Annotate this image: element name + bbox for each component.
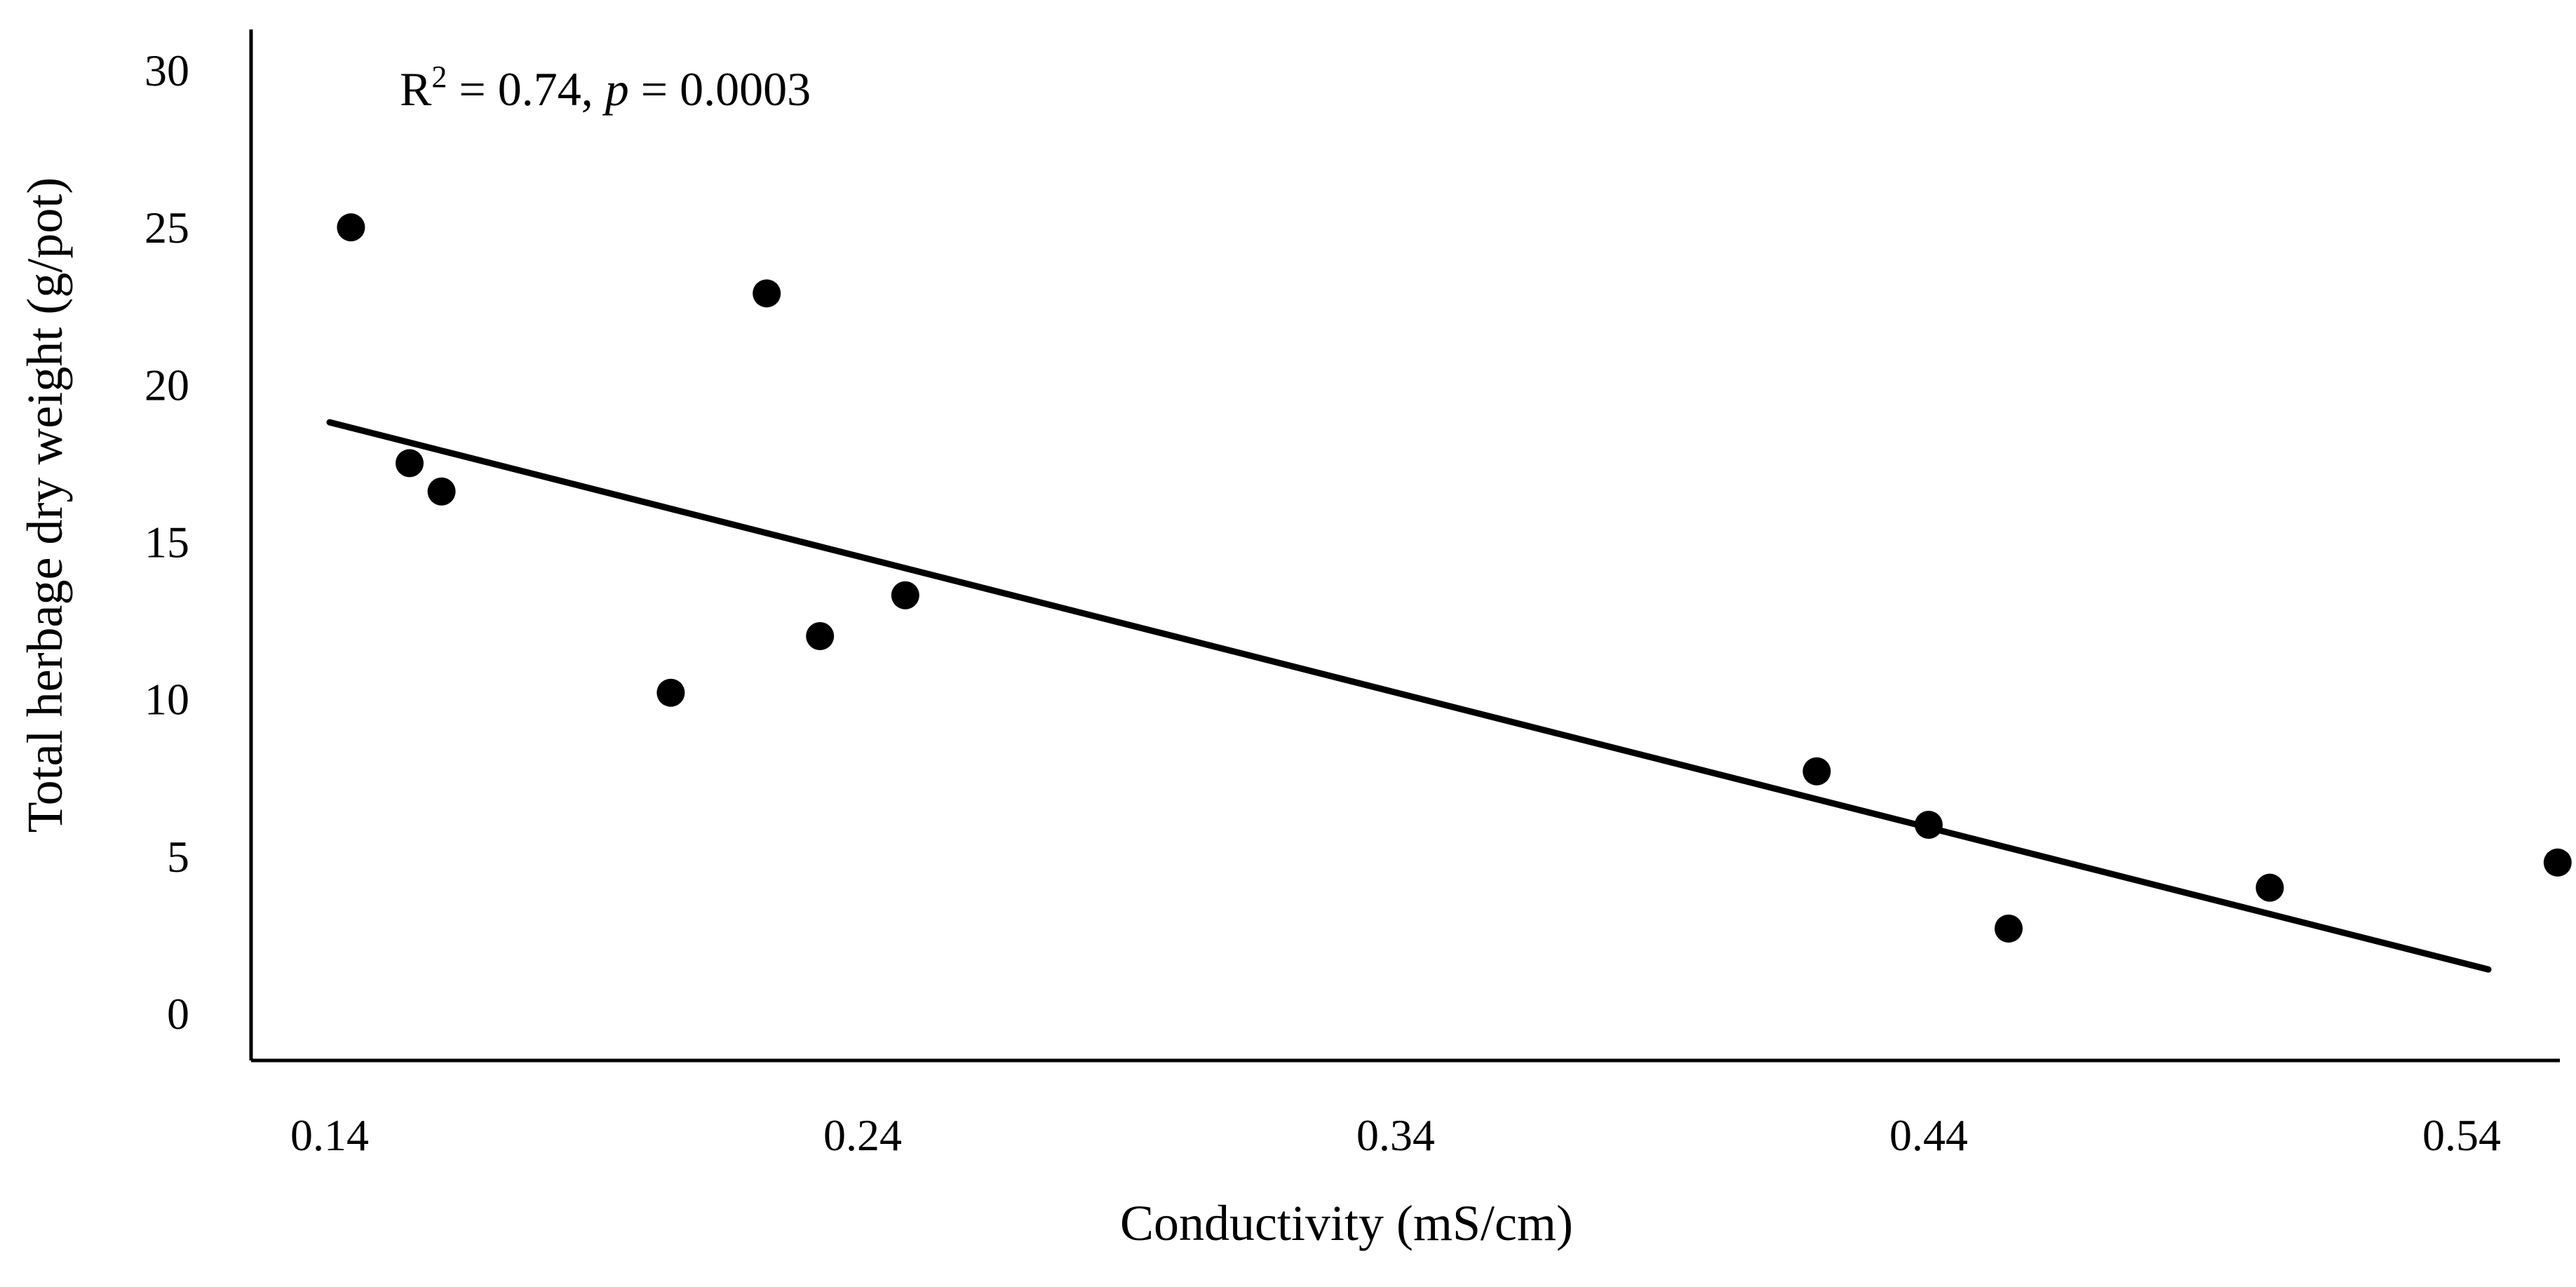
- trendline-group: [326, 419, 2492, 973]
- data-point: [806, 622, 835, 650]
- data-point: [1995, 914, 2023, 943]
- data-point: [396, 449, 424, 478]
- x-tick-label: 0.14: [290, 1110, 369, 1160]
- p-label: p: [602, 62, 629, 116]
- data-point: [2543, 848, 2572, 877]
- y-tick-label: 20: [144, 360, 189, 410]
- data-point: [337, 213, 365, 242]
- y-axis-title: Total herbage dry weight (g/pot): [17, 177, 73, 833]
- x-tick-label: 0.24: [823, 1110, 902, 1160]
- data-point: [753, 279, 781, 308]
- x-tick-label: 0.34: [1356, 1110, 1435, 1160]
- x-axis-title: Conductivity (mS/cm): [1120, 1195, 1573, 1251]
- regression-annotation: R2 = 0.74, p = 0.0003: [400, 60, 811, 116]
- r-superscript: 2: [431, 60, 447, 94]
- x-tick-labels: 0.14 0.24 0.34 0.44 0.54: [290, 1110, 2501, 1160]
- p-value: = 0.0003: [629, 62, 811, 116]
- x-tick-label: 0.54: [2422, 1110, 2501, 1160]
- y-tick-label: 25: [144, 203, 189, 252]
- regression-trendline: [326, 419, 2492, 973]
- y-tick-label: 30: [144, 46, 189, 95]
- x-tick-label: 0.44: [1889, 1110, 1968, 1160]
- data-point: [2255, 873, 2284, 902]
- data-point: [656, 678, 685, 707]
- y-tick-labels: 0 5 10 15 20 25 30: [144, 46, 189, 1039]
- y-tick-label: 10: [144, 675, 189, 725]
- y-tick-label: 15: [144, 518, 189, 567]
- data-point: [891, 581, 919, 609]
- y-tick-label: 5: [167, 832, 189, 882]
- r-value: = 0.74,: [447, 62, 605, 116]
- data-point: [427, 477, 456, 506]
- y-tick-label: 0: [167, 989, 189, 1039]
- data-point: [1802, 757, 1831, 786]
- r-label: R: [400, 62, 432, 116]
- data-point: [1915, 811, 1943, 839]
- data-points: [337, 213, 2572, 943]
